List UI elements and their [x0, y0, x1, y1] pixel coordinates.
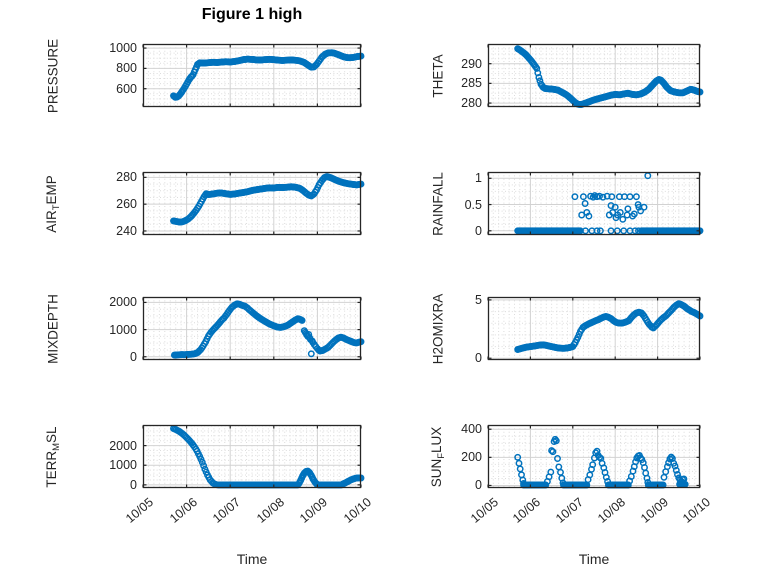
- x-tick-label: 10/10: [341, 495, 374, 526]
- series-theta: [514, 45, 704, 109]
- subplot-sun_flux: [487, 424, 701, 489]
- axis-ticks: [487, 297, 701, 360]
- axis-ticks: [142, 425, 362, 488]
- axis-ticks: [487, 172, 701, 235]
- axis-ticks: [142, 297, 362, 360]
- x-tick-label: 10/07: [552, 495, 586, 526]
- axis-ticks: [487, 44, 701, 107]
- series-dry-baseline-2: [638, 227, 704, 235]
- axis-ticks: [487, 425, 701, 488]
- x-tick-label: 10/06: [166, 495, 200, 526]
- subplot-theta: [487, 43, 704, 109]
- x-tick-label: 10/06: [510, 495, 544, 526]
- series-sparse-zeros: [582, 227, 642, 235]
- subplot-terr_msl: [142, 424, 365, 489]
- y-axis-label-h2omixra: H2OMIXRA: [430, 293, 446, 364]
- x-tick-label: 10/05: [123, 495, 156, 526]
- series-rain-events: [571, 172, 652, 223]
- subplot-pressure: [142, 43, 365, 108]
- x-tick-label: 10/05: [468, 495, 501, 526]
- series-air_temp: [170, 173, 365, 226]
- series-mixdepth-main: [170, 300, 306, 359]
- figure-title: Figure 1 high: [201, 6, 303, 23]
- y-tick-label: 280: [116, 170, 137, 185]
- y-axis-label-terr_msl: TERRMSL: [43, 425, 63, 488]
- y-tick-label: 200: [461, 450, 482, 465]
- y-tick-label: 0: [130, 477, 137, 492]
- series-pressure: [170, 49, 365, 101]
- x-tick-label: 10/07: [210, 495, 244, 526]
- y-tick-label: 280: [461, 96, 482, 111]
- x-tick-label: 10/08: [595, 495, 629, 526]
- x-tick-label: 10/10: [680, 495, 713, 526]
- y-axis-label-air_temp: AIRTEMP: [43, 174, 63, 233]
- series-h2omixra: [514, 300, 704, 353]
- subplot-air_temp: [142, 171, 365, 236]
- y-axis-label-theta: THETA: [430, 53, 446, 98]
- y-tick-label: 260: [116, 197, 137, 212]
- y-tick-label: 240: [116, 223, 137, 238]
- y-tick-label: 5: [475, 292, 482, 307]
- y-tick-label: 2000: [109, 438, 137, 453]
- series-dry-baseline-1: [514, 227, 584, 235]
- y-tick-label: 0: [130, 349, 137, 364]
- y-tick-label: 2000: [109, 295, 137, 310]
- subplot-h2omixra: [487, 296, 704, 361]
- y-tick-label: 600: [116, 81, 137, 96]
- x-tick-label: 10/09: [637, 495, 671, 526]
- y-tick-label: 1000: [109, 322, 137, 337]
- axis-ticks: [142, 44, 362, 107]
- x-axis-label-right: Time: [578, 551, 610, 567]
- y-tick-label: 400: [461, 422, 482, 437]
- y-tick-label: 800: [116, 61, 137, 76]
- subplot-rainfall: [487, 171, 704, 236]
- y-tick-label: 0: [475, 223, 482, 238]
- series-mixdepth-end: [316, 333, 365, 355]
- y-axis-label-pressure: PRESSURE: [45, 38, 61, 113]
- y-axis-label-sun_flux: SUNFLUX: [428, 426, 448, 487]
- y-tick-label: 290: [461, 56, 482, 71]
- series-terr_msl: [170, 425, 365, 489]
- y-tick-label: 0: [475, 351, 482, 366]
- x-axis-label-left: Time: [236, 551, 268, 567]
- x-tick-label: 10/09: [297, 495, 331, 526]
- x-tick-label: 10/08: [253, 495, 287, 526]
- y-tick-label: 1000: [109, 41, 137, 56]
- series-daytime: [514, 435, 688, 487]
- y-axis-label-mixdepth: MIXDEPTH: [45, 293, 61, 364]
- y-axis-label-rainfall: RAINFALL: [430, 171, 446, 236]
- y-tick-label: 0: [475, 478, 482, 493]
- y-tick-label: 0.5: [464, 197, 482, 212]
- axis-ticks: [142, 172, 362, 235]
- y-tick-label: 1: [475, 171, 482, 186]
- subplot-mixdepth: [142, 296, 365, 361]
- y-tick-label: 1000: [109, 458, 137, 473]
- y-tick-label: 285: [461, 76, 482, 91]
